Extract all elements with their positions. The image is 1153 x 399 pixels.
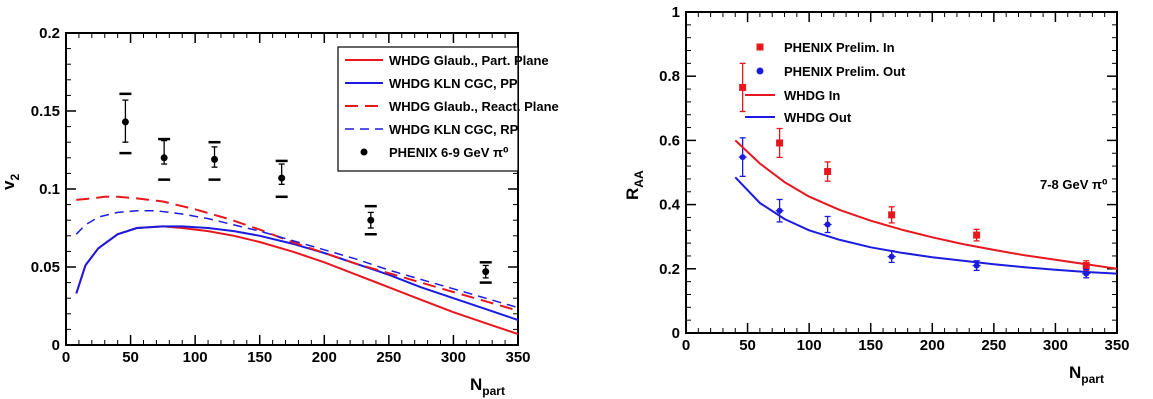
x-tick-label: 0 (62, 349, 70, 366)
data-point (121, 118, 129, 126)
x-axis-title: Npart (470, 375, 505, 398)
y-tick-label: 1 (672, 4, 680, 21)
annotation: 7-8 GeV π⁰ (1040, 177, 1108, 192)
data-point (973, 231, 981, 239)
x-tick-label: 100 (797, 337, 822, 354)
data-point (482, 268, 490, 276)
y-axis-title-sub: 2 (8, 174, 22, 181)
legend-label: WHDG Glaub., React. Plane (389, 99, 559, 114)
y-axis-title: RAA (623, 170, 646, 200)
y-tick-label: 0.6 (659, 132, 680, 149)
x-tick-label: 100 (183, 349, 208, 366)
legend-box (337, 46, 519, 172)
series-line-3 (76, 195, 518, 312)
legend-marker (360, 148, 368, 156)
data-point (739, 83, 747, 91)
x-axis-title-sub: part (482, 384, 505, 398)
x-tick-label: 200 (920, 337, 945, 354)
x-tick-label: 0 (682, 337, 690, 354)
data-point (824, 168, 832, 176)
chart-2: 0 50 100 150 200 250 300 350 0 0.2 0.4 0.6 0.8 1 Npart… (623, 4, 1130, 386)
y-tick-label: 0 (52, 337, 60, 354)
legend-label: WHDG In (784, 88, 840, 103)
legend-label: WHDG KLN CGC, RP (389, 122, 519, 137)
data-point (776, 139, 784, 147)
series-line-4 (734, 176, 1117, 275)
legend-label: PHENIX 6-9 GeV π⁰ (389, 145, 509, 160)
chart-1: 0 50 100 150 200 250 300 350 0 0.05 0.1 0.15 0.2 Npar… (0, 25, 559, 398)
y-tick-label: 0.2 (39, 25, 60, 42)
x-tick-label: 150 (858, 337, 883, 354)
data-point (278, 174, 286, 182)
legend-label: PHENIX Prelim. Out (784, 64, 906, 79)
legend-marker (756, 43, 764, 51)
series-line-3 (734, 139, 1117, 270)
data-point (1082, 262, 1090, 270)
x-tick-label: 350 (1104, 337, 1129, 354)
x-axis-title-sub: part (1081, 372, 1104, 386)
y-tick-label: 0.1 (39, 181, 60, 198)
plot-area (734, 62, 1117, 279)
data-point (367, 216, 375, 224)
legend-label: PHENIX Prelim. In (784, 40, 895, 55)
x-tick-label: 50 (122, 349, 139, 366)
x-tick-label: 200 (312, 349, 337, 366)
x-tick-label: 300 (1043, 337, 1068, 354)
plot-frame (685, 11, 1118, 334)
plot-area (75, 92, 518, 336)
y-tick-label: 0.15 (31, 103, 60, 120)
y-tick-label: 0 (672, 325, 680, 342)
series-line-4 (75, 210, 518, 309)
x-tick-label: 250 (376, 349, 401, 366)
legend-label: WHDG Out (784, 110, 852, 125)
series-line-2 (75, 225, 518, 321)
data-point (888, 211, 896, 219)
legend: WHDG Glaub., Part. Plane WHDG KLN CGC, PP… (337, 46, 559, 172)
y-tick-label: 0.2 (659, 261, 680, 278)
x-tick-label: 50 (739, 337, 756, 354)
x-axis-title: Npart (1069, 363, 1104, 386)
y-axis-title-sub: AA (632, 170, 646, 188)
data-point (211, 155, 219, 163)
legend-marker (756, 67, 764, 75)
legend-label: WHDG KLN CGC, PP (389, 76, 518, 91)
x-tick-label: 350 (505, 349, 530, 366)
legend: PHENIX Prelim. In PHENIX Prelim. Out WHDG … (745, 40, 906, 125)
x-tick-label: 300 (441, 349, 466, 366)
x-tick-label: 150 (247, 349, 272, 366)
y-tick-label: 0.8 (659, 68, 680, 85)
y-tick-label: 0.4 (659, 197, 681, 214)
y-axis-title: v2 (0, 174, 22, 190)
x-tick-label: 250 (981, 337, 1006, 354)
data-point (160, 154, 168, 162)
legend-label: WHDG Glaub., Part. Plane (389, 53, 549, 68)
y-tick-label: 0.05 (31, 259, 60, 276)
